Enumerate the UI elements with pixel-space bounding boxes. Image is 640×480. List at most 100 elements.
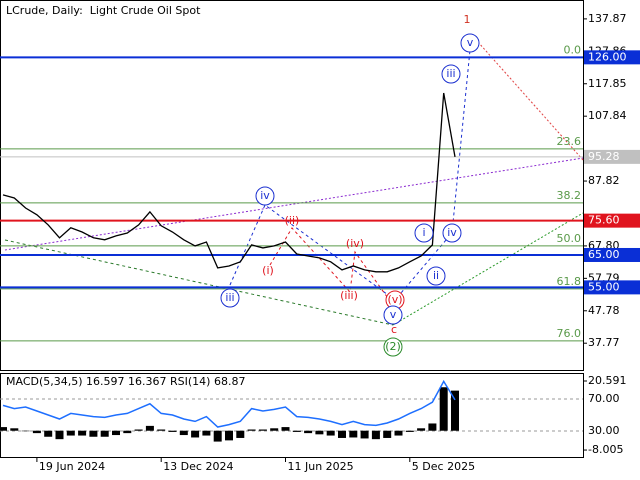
x-tick-label: 19 Jun 2024 [39,460,105,473]
macd-bar [360,430,369,439]
macd-bar [270,428,279,431]
y-tick-label: 107.84 [588,109,627,122]
wave-label: ii [433,269,439,282]
main-panel [0,0,584,371]
level-label-box [584,280,640,295]
wave-circle [426,266,446,286]
y-tick-label: 137.87 [588,12,627,25]
level-label: 75.60 [588,214,620,227]
trend-line [392,212,584,326]
macd-bar [247,429,256,431]
fib-label: 50.0 [557,232,582,245]
macd-bar [258,429,267,431]
wave-circle [441,64,461,84]
y-tick-label: 117.85 [588,77,627,90]
fib-label: 61.8 [557,275,582,288]
wave-label: (v) [387,293,402,306]
macd-bar [191,430,200,438]
wave-circle [220,288,240,308]
wave-circle [414,223,434,243]
indicator-title: MACD(5,34,5) 16.597 16.367 RSI(14) 68.87 [6,375,245,388]
macd-bar [78,430,87,436]
wave-label: i [422,226,425,239]
wave-circle [255,186,275,206]
macd-bar [44,430,53,437]
macd-bar [0,427,7,431]
macd-bar [123,430,132,434]
macd-bar [383,430,392,438]
y-tick-label: 47.78 [588,304,620,317]
macd-bar [55,430,64,440]
fib-label: 23.6 [557,135,582,148]
macd-bar [10,428,19,431]
y-tick-label: 87.82 [588,174,620,187]
level-label: 95.28 [588,150,620,163]
macd-bar [134,429,143,431]
chart-title: LCrude, Daily: Light Crude Oil Spot [6,4,201,17]
macd-bar [292,430,301,432]
x-tick-label: 5 Dec 2025 [412,460,475,473]
macd-bar [66,430,75,436]
wave-label: iv [260,189,270,202]
macd-bar [405,430,414,432]
wave-label: 1 [464,13,471,26]
wave-label: (ii) [285,214,300,227]
wave-label: (iii) [340,289,358,302]
macd-bar [394,430,403,436]
level-label-box [584,149,640,164]
macd-bar [439,387,448,431]
level-label: 65.00 [588,248,620,261]
macd-bar [417,428,426,431]
macd-bar [32,430,41,434]
macd-bar [168,430,177,432]
macd-bar [428,423,437,431]
level-label-box [584,50,640,65]
macd-bar [145,425,154,431]
macd-bar [326,430,335,436]
macd-bar [236,430,245,438]
macd-bar [451,390,459,431]
wave-label: v [390,308,397,321]
macd-bar [304,430,313,434]
level-label: 126.00 [588,50,627,63]
macd-bar [179,430,188,436]
indicator-panel [0,373,584,458]
price-line [2,92,456,273]
x-tick-label: 13 Dec 2024 [163,460,233,473]
macd-bar [315,430,324,435]
wave-circle [442,223,462,243]
wave-label: (iv) [346,237,364,250]
macd-bar [225,430,233,441]
wave-circle [383,337,403,357]
macd-bar [202,430,211,436]
macd-bar [21,430,30,432]
fib-label: 0.0 [564,43,582,56]
wave-label: (i) [262,264,274,277]
fib-label: 38.2 [557,189,582,202]
macd-bar [338,430,346,438]
macd-bar [349,430,358,438]
macd-bar [371,430,380,440]
macd-bar [112,430,120,436]
rsi-line [2,379,456,428]
x-tick-label: 11 Jun 2025 [288,460,354,473]
wave-label: v [467,36,474,49]
wave-label: c [391,323,397,336]
y-tick-label: 30.00 [588,424,620,437]
wave-label: iii [446,67,455,80]
wave-circle [383,305,403,325]
wave-label: iii [225,291,234,304]
y2-tick-label: 20.591 [588,374,627,387]
level-label-box [584,213,640,228]
y-tick-label: 70.00 [588,392,620,405]
macd-bar [157,429,166,431]
macd-bar [89,430,98,437]
macd-bar [100,430,109,437]
level-label-box [584,247,640,262]
macd-bar [281,427,290,431]
level-label: 55.00 [588,280,620,293]
wave-circle [460,33,480,53]
trend-line [4,157,584,251]
